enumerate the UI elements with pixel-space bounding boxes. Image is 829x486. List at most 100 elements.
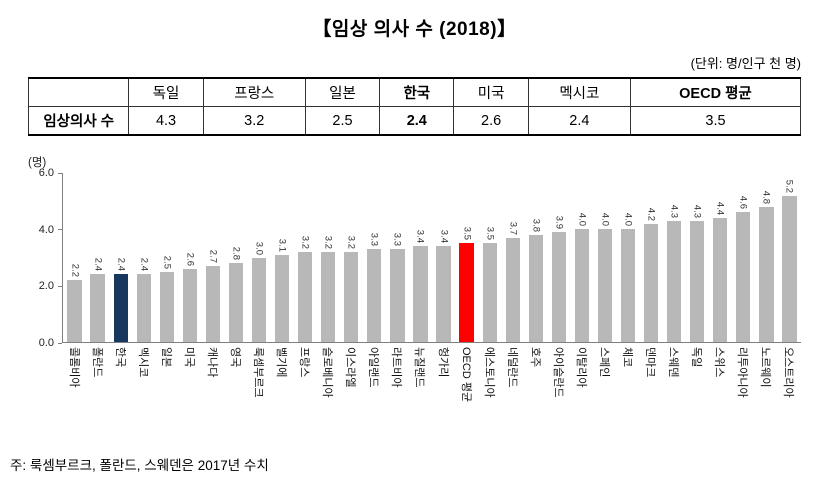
bar-slot: 5.2 bbox=[778, 173, 801, 342]
summary-table: 독일 프랑스 일본 한국 미국 멕시코 OECD 평균 임상의사 수 4.3 3.2 2.5 2.… bbox=[27, 77, 802, 136]
bar bbox=[182, 268, 197, 342]
bar bbox=[436, 246, 451, 342]
y-tick-mark bbox=[58, 285, 62, 287]
x-axis-label: 아이슬란드 bbox=[551, 347, 564, 398]
bar-slot: 4.0 bbox=[593, 173, 616, 342]
x-axis-label: 이스라엘 bbox=[344, 347, 357, 388]
bar-slot: 2.4 bbox=[132, 173, 155, 342]
bar bbox=[344, 251, 359, 342]
table-column-header: OECD 평균 bbox=[629, 77, 802, 107]
bar-value-label: 3.1 bbox=[276, 238, 288, 252]
bar-slot: 4.2 bbox=[640, 173, 663, 342]
bar bbox=[643, 223, 659, 342]
bar bbox=[736, 212, 751, 342]
y-tick-mark bbox=[58, 342, 62, 344]
bar-value-label: 3.3 bbox=[368, 232, 380, 247]
bar bbox=[298, 251, 313, 342]
bar bbox=[782, 195, 797, 342]
bar bbox=[67, 280, 82, 342]
bar-slot: 3.8 bbox=[524, 173, 547, 342]
y-tick-label: 2.0 bbox=[38, 280, 54, 293]
x-label-slot: 네덜란드 bbox=[501, 343, 524, 441]
x-axis-label: 리투아니아 bbox=[736, 347, 749, 398]
x-label-slot: 폴란드 bbox=[86, 343, 109, 441]
bar-value-label: 4.8 bbox=[760, 190, 772, 204]
x-axis-label: 스웨덴 bbox=[667, 347, 680, 378]
x-axis-label: 헝가리 bbox=[436, 347, 449, 378]
table-corner-cell bbox=[27, 77, 130, 107]
x-label-slot: 콜롬비아 bbox=[63, 343, 86, 441]
x-axis-label: 에스토니아 bbox=[482, 347, 495, 398]
x-axis-label: 멕시코 bbox=[136, 347, 149, 378]
y-tick-mark bbox=[58, 172, 62, 174]
x-axis-label: 스위스 bbox=[713, 347, 726, 378]
x-label-slot: 슬로베니아 bbox=[317, 343, 340, 441]
bar-slot: 3.2 bbox=[294, 173, 317, 342]
x-axis-label: 노르웨이 bbox=[759, 347, 772, 388]
bar-value-label: 3.9 bbox=[553, 215, 565, 230]
bar-value-label: 4.4 bbox=[714, 201, 726, 216]
table-cell: 2.4 bbox=[379, 106, 455, 136]
x-label-slot: 라트비아 bbox=[386, 343, 409, 441]
bar bbox=[597, 229, 613, 342]
bar-slot: 3.4 bbox=[432, 173, 455, 342]
x-axis-label: 호주 bbox=[528, 347, 541, 368]
bar-slot: 3.5 bbox=[478, 173, 501, 342]
bar-value-label: 2.7 bbox=[207, 249, 219, 263]
bar bbox=[90, 274, 105, 342]
x-label-slot: 이탈리아 bbox=[570, 343, 593, 441]
plot-area: 2.2 2.4 2.4 2.4 2.5 2.6 2.7 2.8 3.0 3.1 3.2 3.2 3.2 3… bbox=[62, 173, 801, 343]
bar bbox=[113, 274, 128, 342]
x-label-slot: 프랑스 bbox=[294, 343, 317, 441]
x-label-slot: 체코 bbox=[617, 343, 640, 441]
x-label-slot: 캐나다 bbox=[201, 343, 224, 441]
bar bbox=[413, 246, 428, 342]
table-header-row: 독일 프랑스 일본 한국 미국 멕시코 OECD 평균 bbox=[27, 77, 802, 107]
bar bbox=[367, 249, 382, 342]
bar-value-label: 3.4 bbox=[438, 230, 450, 244]
x-axis-label: 덴마크 bbox=[644, 347, 657, 378]
x-axis-label: 콜롬비아 bbox=[67, 347, 80, 388]
x-label-slot: 미국 bbox=[178, 343, 201, 441]
table-row-label: 임상의사 수 bbox=[27, 106, 130, 136]
bar-value-label: 2.2 bbox=[69, 263, 81, 278]
table-column-header: 일본 bbox=[304, 77, 381, 107]
bar bbox=[574, 229, 590, 342]
bar-value-label: 2.8 bbox=[230, 246, 242, 261]
unit-note: (단위: 명/인구 천 명) bbox=[690, 56, 801, 71]
bar-slot: 4.4 bbox=[709, 173, 732, 342]
x-label-slot: 독일 bbox=[686, 343, 709, 441]
bar-slot: 3.9 bbox=[547, 173, 570, 342]
bar-value-label: 3.0 bbox=[253, 241, 265, 255]
x-axis-label: 네덜란드 bbox=[505, 347, 518, 388]
x-label-slot: 일본 bbox=[155, 343, 178, 441]
x-label-slot: 룩셈부르크 bbox=[248, 343, 271, 441]
table-column-header: 멕시코 bbox=[527, 77, 631, 107]
bar bbox=[390, 249, 405, 342]
bar-value-label: 3.5 bbox=[461, 227, 473, 241]
bar-value-label: 2.4 bbox=[92, 258, 104, 272]
x-axis-label: OECD 평균 bbox=[459, 347, 472, 403]
bar-slot: 4.6 bbox=[732, 173, 755, 342]
x-axis-label: 프랑스 bbox=[298, 347, 311, 378]
x-axis-label: 이탈리아 bbox=[574, 347, 587, 388]
x-label-slot: 호주 bbox=[524, 343, 547, 441]
page-title: 【임상 의사 수 (2018)】 bbox=[312, 19, 517, 40]
x-label-slot: 스페인 bbox=[593, 343, 616, 441]
bar bbox=[551, 232, 566, 342]
bar bbox=[205, 265, 221, 342]
x-axis-label: 아일랜드 bbox=[367, 347, 380, 388]
y-tick-label: 6.0 bbox=[38, 167, 54, 179]
x-axis-labels: 콜롬비아 폴란드 한국 멕시코 일본 미국 캐나다 영국 룩셈부르크 벨기에 프랑스 슬로베니아 이스라… bbox=[63, 343, 801, 441]
bar bbox=[321, 251, 336, 342]
x-axis-label: 독일 bbox=[690, 347, 703, 368]
x-axis-label: 일본 bbox=[159, 347, 172, 368]
y-axis-title: (명) bbox=[28, 157, 47, 169]
table-column-header: 한국 bbox=[379, 77, 455, 107]
bar-slot: 3.7 bbox=[501, 173, 524, 342]
bar-slot: 2.7 bbox=[201, 173, 224, 342]
bar-value-label: 3.3 bbox=[391, 232, 403, 247]
bar-value-label: 3.5 bbox=[484, 227, 496, 241]
x-axis-label: 슬로베니아 bbox=[321, 347, 334, 398]
